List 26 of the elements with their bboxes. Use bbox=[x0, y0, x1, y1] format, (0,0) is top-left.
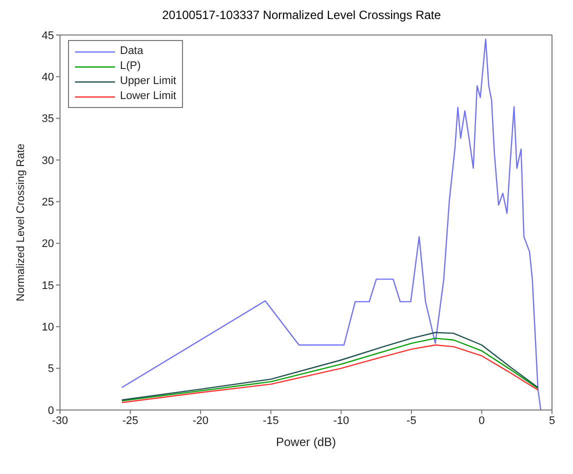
line-series bbox=[121, 38, 542, 410]
y-tick-label: 25 bbox=[42, 196, 54, 209]
y-tick-label: 35 bbox=[42, 113, 54, 126]
x-axis-title: Power (dB) bbox=[276, 435, 336, 449]
y-tick-label: 40 bbox=[42, 72, 54, 84]
x-tick-label: -15 bbox=[262, 414, 279, 427]
legend-label: Data bbox=[120, 44, 144, 59]
x-tick-label: 5 bbox=[548, 414, 556, 427]
y-tick-label: 15 bbox=[42, 280, 54, 292]
y-tick-label: 0 bbox=[48, 404, 54, 417]
legend-label: Upper Limit bbox=[120, 74, 176, 89]
x-tick-label: 0 bbox=[478, 414, 485, 427]
legend-label: L(P) bbox=[120, 59, 141, 74]
y-tick-label: 30 bbox=[42, 154, 54, 167]
y-tick-label: 5 bbox=[48, 363, 54, 376]
x-tick-label: -25 bbox=[122, 414, 138, 427]
x-tick-label: -30 bbox=[52, 414, 68, 427]
y-tick-label: 10 bbox=[42, 322, 54, 334]
y-axis-title: Normalized Level Crossing Rate bbox=[14, 144, 27, 302]
chart-title: 20100517-103337 Normalized Level Crossings Rate bbox=[161, 8, 442, 24]
x-tick-label: -5 bbox=[406, 414, 416, 427]
y-tick-label: 20 bbox=[42, 238, 54, 250]
x-tick-label: -20 bbox=[192, 414, 209, 427]
x-tick-label: -10 bbox=[333, 414, 350, 427]
legend-label: Lower Limit bbox=[120, 89, 176, 104]
y-tick-label: 45 bbox=[42, 30, 54, 42]
